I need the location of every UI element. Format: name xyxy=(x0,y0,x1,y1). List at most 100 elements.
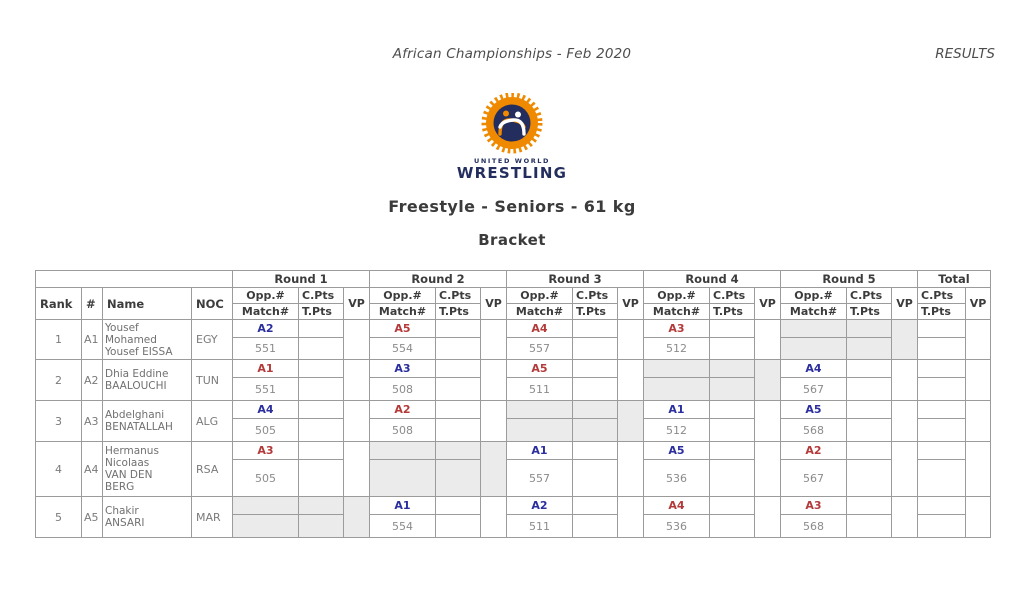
opponent-cell: A5 xyxy=(780,400,847,419)
victory-points-cell xyxy=(343,359,370,401)
noc-cell: EGY xyxy=(191,319,233,360)
classification-points-cell xyxy=(572,319,618,338)
technical-points-cell xyxy=(298,418,344,442)
noc-cell: RSA xyxy=(191,441,233,497)
match-number-cell: 505 xyxy=(232,418,299,442)
victory-points-cell xyxy=(754,319,781,360)
technical-points-cell xyxy=(435,337,481,360)
victory-points-cell xyxy=(343,319,370,360)
opponent-cell: A1 xyxy=(643,400,710,419)
match-number-cell: 551 xyxy=(232,377,299,401)
classification-points-cell xyxy=(709,359,755,378)
match-number-cell: 567 xyxy=(780,459,847,497)
total-tpts-column-header: T.Pts xyxy=(917,303,966,320)
classification-points-cell xyxy=(298,496,344,515)
vp-column-header: VP xyxy=(480,287,507,320)
total-classification-points-cell xyxy=(917,400,966,419)
opponent-cell: A1 xyxy=(369,496,436,515)
opponent-column-header: Opp.# xyxy=(780,287,847,304)
victory-points-cell xyxy=(617,359,644,401)
entry-number-cell: A1 xyxy=(81,319,103,360)
entry-number-cell: A2 xyxy=(81,359,103,401)
total-victory-points-cell xyxy=(964,496,992,538)
vp-column-header: VP xyxy=(891,287,918,320)
rank-cell: 3 xyxy=(35,400,82,442)
entry-number-cell: A5 xyxy=(81,496,103,538)
technical-points-cell xyxy=(435,514,481,538)
classification-points-cell xyxy=(298,359,344,378)
technical-points-cell xyxy=(846,459,892,497)
classification-points-cell xyxy=(435,319,481,338)
victory-points-cell xyxy=(891,319,918,360)
total-header: Total xyxy=(916,270,992,288)
technical-points-cell xyxy=(846,418,892,442)
total-technical-points-cell xyxy=(917,514,966,538)
technical-points-cell xyxy=(709,337,755,360)
wrestler-row: 5 A5 Chakir ANSARI MAR A1 A2 A4 A3 xyxy=(35,496,992,538)
opponent-cell: A2 xyxy=(232,319,299,338)
opponent-cell: A4 xyxy=(780,359,847,378)
rank-cell: 4 xyxy=(35,441,82,497)
tpts-column-header: T.Pts xyxy=(846,303,892,320)
technical-points-cell xyxy=(298,514,344,538)
opponent-cell xyxy=(643,359,710,378)
classification-points-cell xyxy=(709,441,755,460)
vp-column-header: VP xyxy=(617,287,644,320)
classification-points-cell xyxy=(572,441,618,460)
opponent-cell: A4 xyxy=(506,319,573,338)
total-classification-points-cell xyxy=(917,319,966,338)
match-number-cell: 554 xyxy=(369,337,436,360)
opponent-column-header: Opp.# xyxy=(369,287,436,304)
classification-points-cell xyxy=(572,359,618,378)
wrestler-name-cell: Yousef Mohamed Yousef EISSA xyxy=(102,319,192,360)
opponent-cell xyxy=(369,441,436,460)
header-corner-cell xyxy=(35,270,233,288)
victory-points-cell xyxy=(343,400,370,442)
technical-points-cell xyxy=(435,377,481,401)
vp-column-header: VP xyxy=(754,287,781,320)
victory-points-cell xyxy=(480,319,507,360)
match-column-header: Match# xyxy=(232,303,299,320)
total-victory-points-cell xyxy=(964,359,992,401)
match-number-cell: 557 xyxy=(506,459,573,497)
classification-points-cell xyxy=(435,496,481,515)
cpts-column-header: C.Pts xyxy=(572,287,618,304)
results-label: RESULTS xyxy=(935,46,995,62)
technical-points-cell xyxy=(572,459,618,497)
uww-logo: UNITED WORLD WRESTLING xyxy=(0,92,1024,182)
total-victory-points-cell xyxy=(964,400,992,442)
classification-points-cell xyxy=(846,496,892,515)
victory-points-cell xyxy=(480,400,507,442)
match-number-cell: 508 xyxy=(369,377,436,401)
technical-points-cell xyxy=(846,514,892,538)
classification-points-cell xyxy=(709,319,755,338)
victory-points-cell xyxy=(891,400,918,442)
match-column-header: Match# xyxy=(506,303,573,320)
technical-points-cell xyxy=(298,459,344,497)
match-number-cell: 511 xyxy=(506,514,573,538)
wrestler-row: 3 A3 Abdelghani BENATALLAH ALG A4 A2 A1 A5 xyxy=(35,400,992,442)
victory-points-cell xyxy=(617,441,644,497)
noc-cell: TUN xyxy=(191,359,233,401)
round-3-header: Round 3 xyxy=(506,270,644,288)
uww-logo-icon xyxy=(481,92,543,154)
match-number-cell xyxy=(369,459,436,497)
round-5-header: Round 5 xyxy=(780,270,918,288)
match-number-cell: 511 xyxy=(506,377,573,401)
opponent-cell: A4 xyxy=(232,400,299,419)
match-number-cell xyxy=(506,418,573,442)
victory-points-cell xyxy=(891,496,918,538)
match-column-header: Match# xyxy=(643,303,710,320)
victory-points-cell xyxy=(617,496,644,538)
opponent-column-header: Opp.# xyxy=(232,287,299,304)
logo-text-wrestling: WRESTLING xyxy=(456,164,568,182)
classification-points-cell xyxy=(572,400,618,419)
victory-points-cell xyxy=(480,359,507,401)
technical-points-cell xyxy=(846,377,892,401)
technical-points-cell xyxy=(572,514,618,538)
total-technical-points-cell xyxy=(917,459,966,497)
match-column-header: Match# xyxy=(780,303,847,320)
cpts-column-header: C.Pts xyxy=(709,287,755,304)
victory-points-cell xyxy=(343,496,370,538)
total-classification-points-cell xyxy=(917,496,966,515)
